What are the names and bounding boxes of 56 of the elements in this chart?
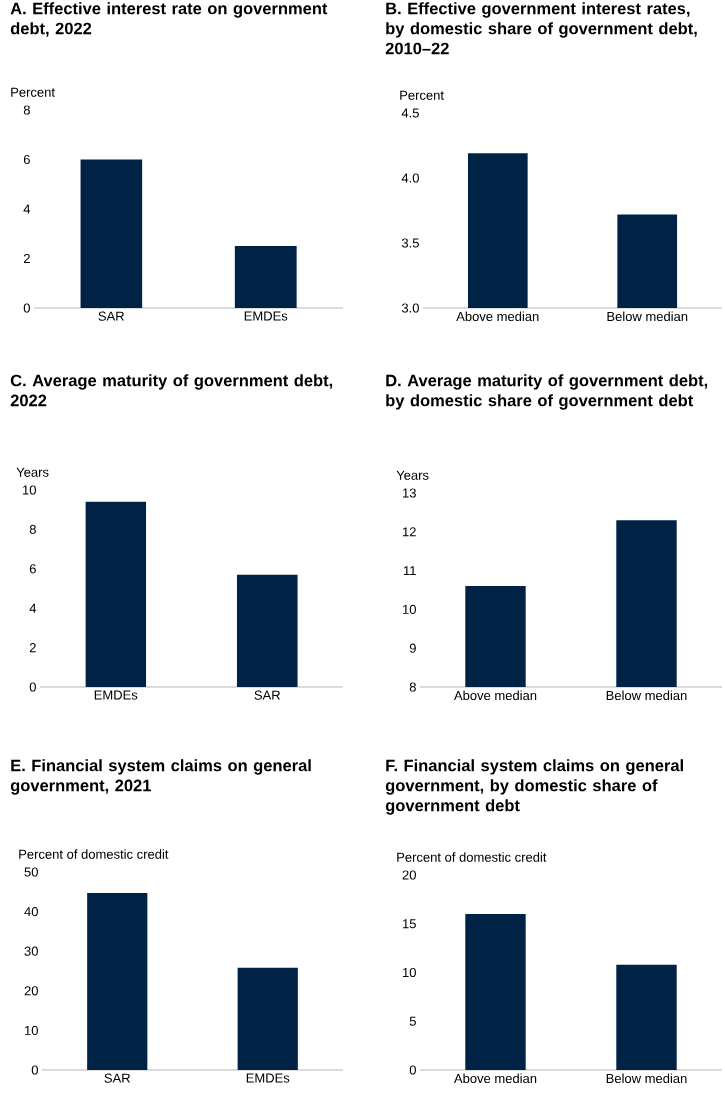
y-tick-label: 10 [22, 485, 36, 495]
y-tick-label: 4 [29, 603, 37, 613]
chart-title: B. Effective government interest rates, by domestic share of government debt, 2010–22 [385, 2, 697, 55]
y-tick-label: 8 [23, 105, 30, 115]
y-tick-label: 3.5 [401, 238, 419, 248]
y-tick-label: 13 [402, 488, 416, 498]
x-tick-label: Below median [606, 1073, 687, 1084]
y-tick-label: 20 [402, 870, 416, 880]
chart-title: F. Financial system claims on general government, by domestic share of government debt [385, 759, 683, 815]
y-tick-label: 5 [409, 1016, 416, 1026]
y-axis-title: Percent of domestic credit [19, 849, 169, 859]
y-tick-label: 11 [403, 566, 416, 576]
chart-title: A. Effective interest rate on government debt, 2022 [10, 2, 328, 37]
y-tick-label: 0 [29, 682, 36, 692]
y-tick-label: 40 [24, 906, 38, 917]
y-tick-label: 0 [23, 303, 30, 313]
x-tick-label: Above median [456, 311, 539, 322]
y-tick-label: 0 [31, 1065, 38, 1075]
y-tick-label: 8 [29, 524, 36, 534]
x-tick-label: Above median [453, 690, 537, 701]
y-tick-label: 2 [23, 253, 30, 264]
y-tick-label: 4.5 [401, 108, 419, 118]
x-tick-label: EMDEs [246, 1073, 290, 1083]
y-tick-label: 9 [409, 643, 416, 653]
y-tick-label: 20 [24, 986, 38, 996]
y-tick-label: 10 [24, 1025, 38, 1035]
y-tick-label: 3.0 [401, 303, 419, 313]
y-tick-label: 8 [409, 682, 416, 692]
chart-title: D. Average maturity of government debt, by domestic share of government debt [386, 374, 708, 410]
y-tick-label: 4.0 [401, 173, 419, 183]
x-tick-label: Above median [453, 1073, 537, 1084]
x-tick-label: Below median [606, 690, 687, 701]
y-axis-title: Percent of domestic credit [397, 852, 547, 862]
y-tick-label: 12 [402, 527, 416, 537]
y-tick-label: 6 [29, 564, 36, 574]
y-axis-title: Percent [400, 90, 444, 100]
chart-title: E. Financial system claims on general government, 2021 [10, 759, 311, 795]
y-tick-label: 30 [24, 946, 38, 956]
x-tick-label: SAR [254, 690, 281, 700]
x-tick-label: SAR [98, 311, 125, 321]
y-tick-label: 10 [402, 967, 416, 978]
y-tick-label: 6 [23, 154, 30, 165]
y-axis-title: Percent [11, 87, 55, 97]
x-tick-label: EMDEs [94, 690, 138, 700]
y-tick-label: 4 [23, 204, 31, 214]
y-tick-label: 2 [29, 643, 36, 653]
y-axis-title: Years [396, 470, 429, 480]
y-tick-label: 10 [402, 604, 416, 614]
x-tick-label: SAR [104, 1073, 131, 1083]
y-tick-label: 15 [402, 919, 416, 929]
y-tick-label: 50 [24, 867, 38, 877]
x-tick-label: EMDEs [244, 311, 288, 321]
chart-title: C. Average maturity of government debt, 2022 [10, 374, 333, 407]
y-axis-title: Years [16, 467, 49, 477]
y-tick-label: 0 [409, 1065, 416, 1075]
x-tick-label: Below median [607, 311, 688, 322]
